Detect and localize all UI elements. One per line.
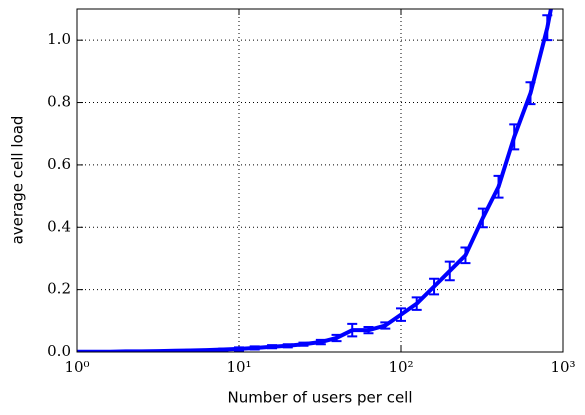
error-bar <box>380 321 391 330</box>
error-bar <box>363 326 374 335</box>
y-tick-label: 0.4 <box>47 217 71 235</box>
error-bar <box>185 348 196 352</box>
y-tick-label: 0.2 <box>47 280 71 298</box>
error-bar <box>169 349 180 352</box>
error-bar <box>542 14 553 42</box>
x-tick-label: 10⁰ <box>64 358 89 376</box>
error-bar <box>347 322 358 338</box>
y-axis-label: average cell load <box>9 116 27 245</box>
error-bar <box>493 174 504 199</box>
y-tick-label: 1.0 <box>47 30 71 48</box>
error-bar <box>267 344 278 350</box>
error-bar <box>509 123 520 151</box>
error-bar <box>331 333 342 343</box>
x-tick-label: 10³ <box>550 358 575 376</box>
plot-area <box>77 9 553 352</box>
error-bar <box>153 349 164 352</box>
error-bar <box>201 348 212 352</box>
series-line <box>77 9 553 352</box>
y-tick-label: 0.6 <box>47 155 71 173</box>
x-tick-label: 10² <box>388 358 413 376</box>
error-bar <box>77 350 82 352</box>
error-bar <box>234 346 244 352</box>
error-bar <box>315 338 326 346</box>
error-bar <box>525 81 536 106</box>
y-tick-label: 0.0 <box>47 342 71 360</box>
error-bar <box>396 307 406 322</box>
error-bar <box>218 347 229 352</box>
plot-frame <box>76 8 564 353</box>
error-bar <box>460 246 471 265</box>
error-bar <box>477 207 488 229</box>
error-bar <box>282 343 293 349</box>
error-bar <box>249 345 260 351</box>
error-bar <box>411 296 422 311</box>
x-tick-label: 10¹ <box>226 358 251 376</box>
error-bar <box>298 341 309 347</box>
x-axis-label: Number of users per cell <box>227 389 412 407</box>
error-bar <box>444 260 455 282</box>
y-tick-label: 0.8 <box>47 93 71 111</box>
error-bar <box>429 277 440 296</box>
